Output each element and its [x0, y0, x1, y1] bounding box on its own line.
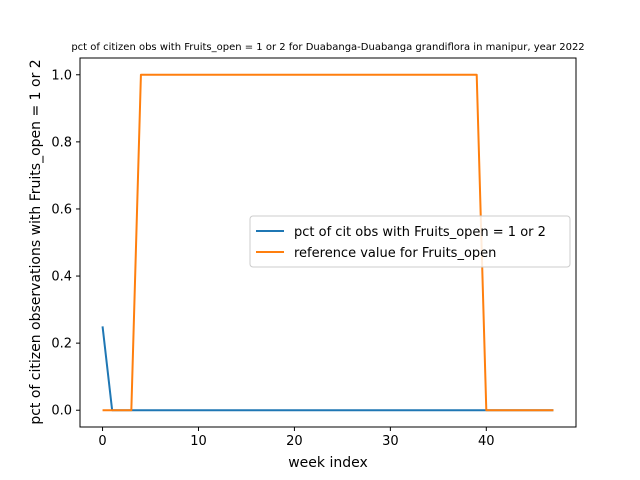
y-axis-label: pct of citizen observations with Fruits_… — [28, 59, 44, 424]
chart-title: pct of citizen obs with Fruits_open = 1 … — [71, 42, 584, 53]
y-tick-label: 0.6 — [51, 202, 72, 217]
x-axis-label: week index — [288, 455, 368, 471]
y-tick-label: 0.8 — [51, 135, 72, 150]
legend-box — [249, 215, 571, 268]
legend-label-series-2: reference value for Fruits_open — [294, 246, 496, 261]
y-tick-label: 0.4 — [51, 270, 72, 285]
x-tick-label: 40 — [478, 434, 495, 449]
x-axis-ticks: 0 10 20 30 40 — [98, 427, 495, 449]
x-tick-label: 20 — [286, 434, 303, 449]
series-line-2 — [102, 73, 554, 412]
legend-label-series-1: pct of cit obs with Fruits_open = 1 or 2 — [294, 225, 546, 240]
y-axis-ticks: 0.0 0.2 0.4 0.6 0.8 1.0 — [51, 68, 80, 419]
plot-lines — [101, 73, 554, 412]
y-tick-label: 0.0 — [51, 404, 72, 419]
x-tick-label: 10 — [190, 434, 207, 449]
legend: pct of cit obs with Fruits_open = 1 or 2… — [249, 215, 571, 268]
y-tick-label: 0.2 — [51, 337, 72, 352]
plot-frame — [79, 57, 577, 428]
x-tick-label: 30 — [382, 434, 399, 449]
y-tick-label: 1.0 — [51, 68, 72, 83]
x-tick-label: 0 — [98, 434, 106, 449]
